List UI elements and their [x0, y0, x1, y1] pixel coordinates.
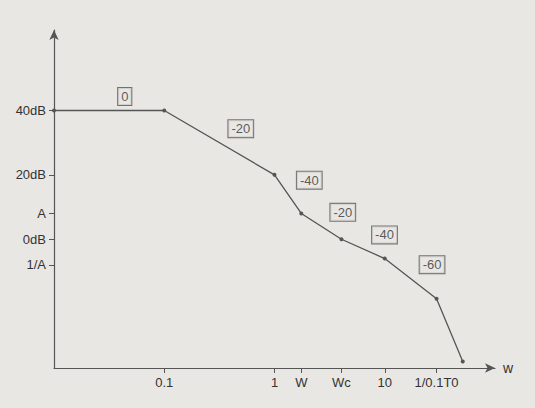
svg-text:1/A: 1/A — [26, 257, 46, 272]
svg-text:-20: -20 — [231, 121, 250, 136]
svg-text:W: W — [295, 375, 308, 390]
svg-text:10: 10 — [378, 375, 392, 390]
svg-text:1: 1 — [271, 375, 278, 390]
svg-text:0: 0 — [121, 89, 128, 104]
svg-text:-40: -40 — [375, 227, 394, 242]
svg-text:Wc: Wc — [332, 375, 351, 390]
svg-text:-20: -20 — [333, 205, 352, 220]
svg-text:0.1: 0.1 — [155, 375, 173, 390]
svg-text:0dB: 0dB — [23, 232, 46, 247]
svg-text:A: A — [37, 206, 46, 221]
svg-text:w: w — [502, 360, 514, 376]
svg-text:40dB: 40dB — [16, 103, 46, 118]
svg-text:20dB: 20dB — [16, 167, 46, 182]
svg-text:-40: -40 — [300, 173, 319, 188]
svg-text:-60: -60 — [423, 257, 442, 272]
svg-text:1/0.1T0: 1/0.1T0 — [415, 375, 459, 390]
